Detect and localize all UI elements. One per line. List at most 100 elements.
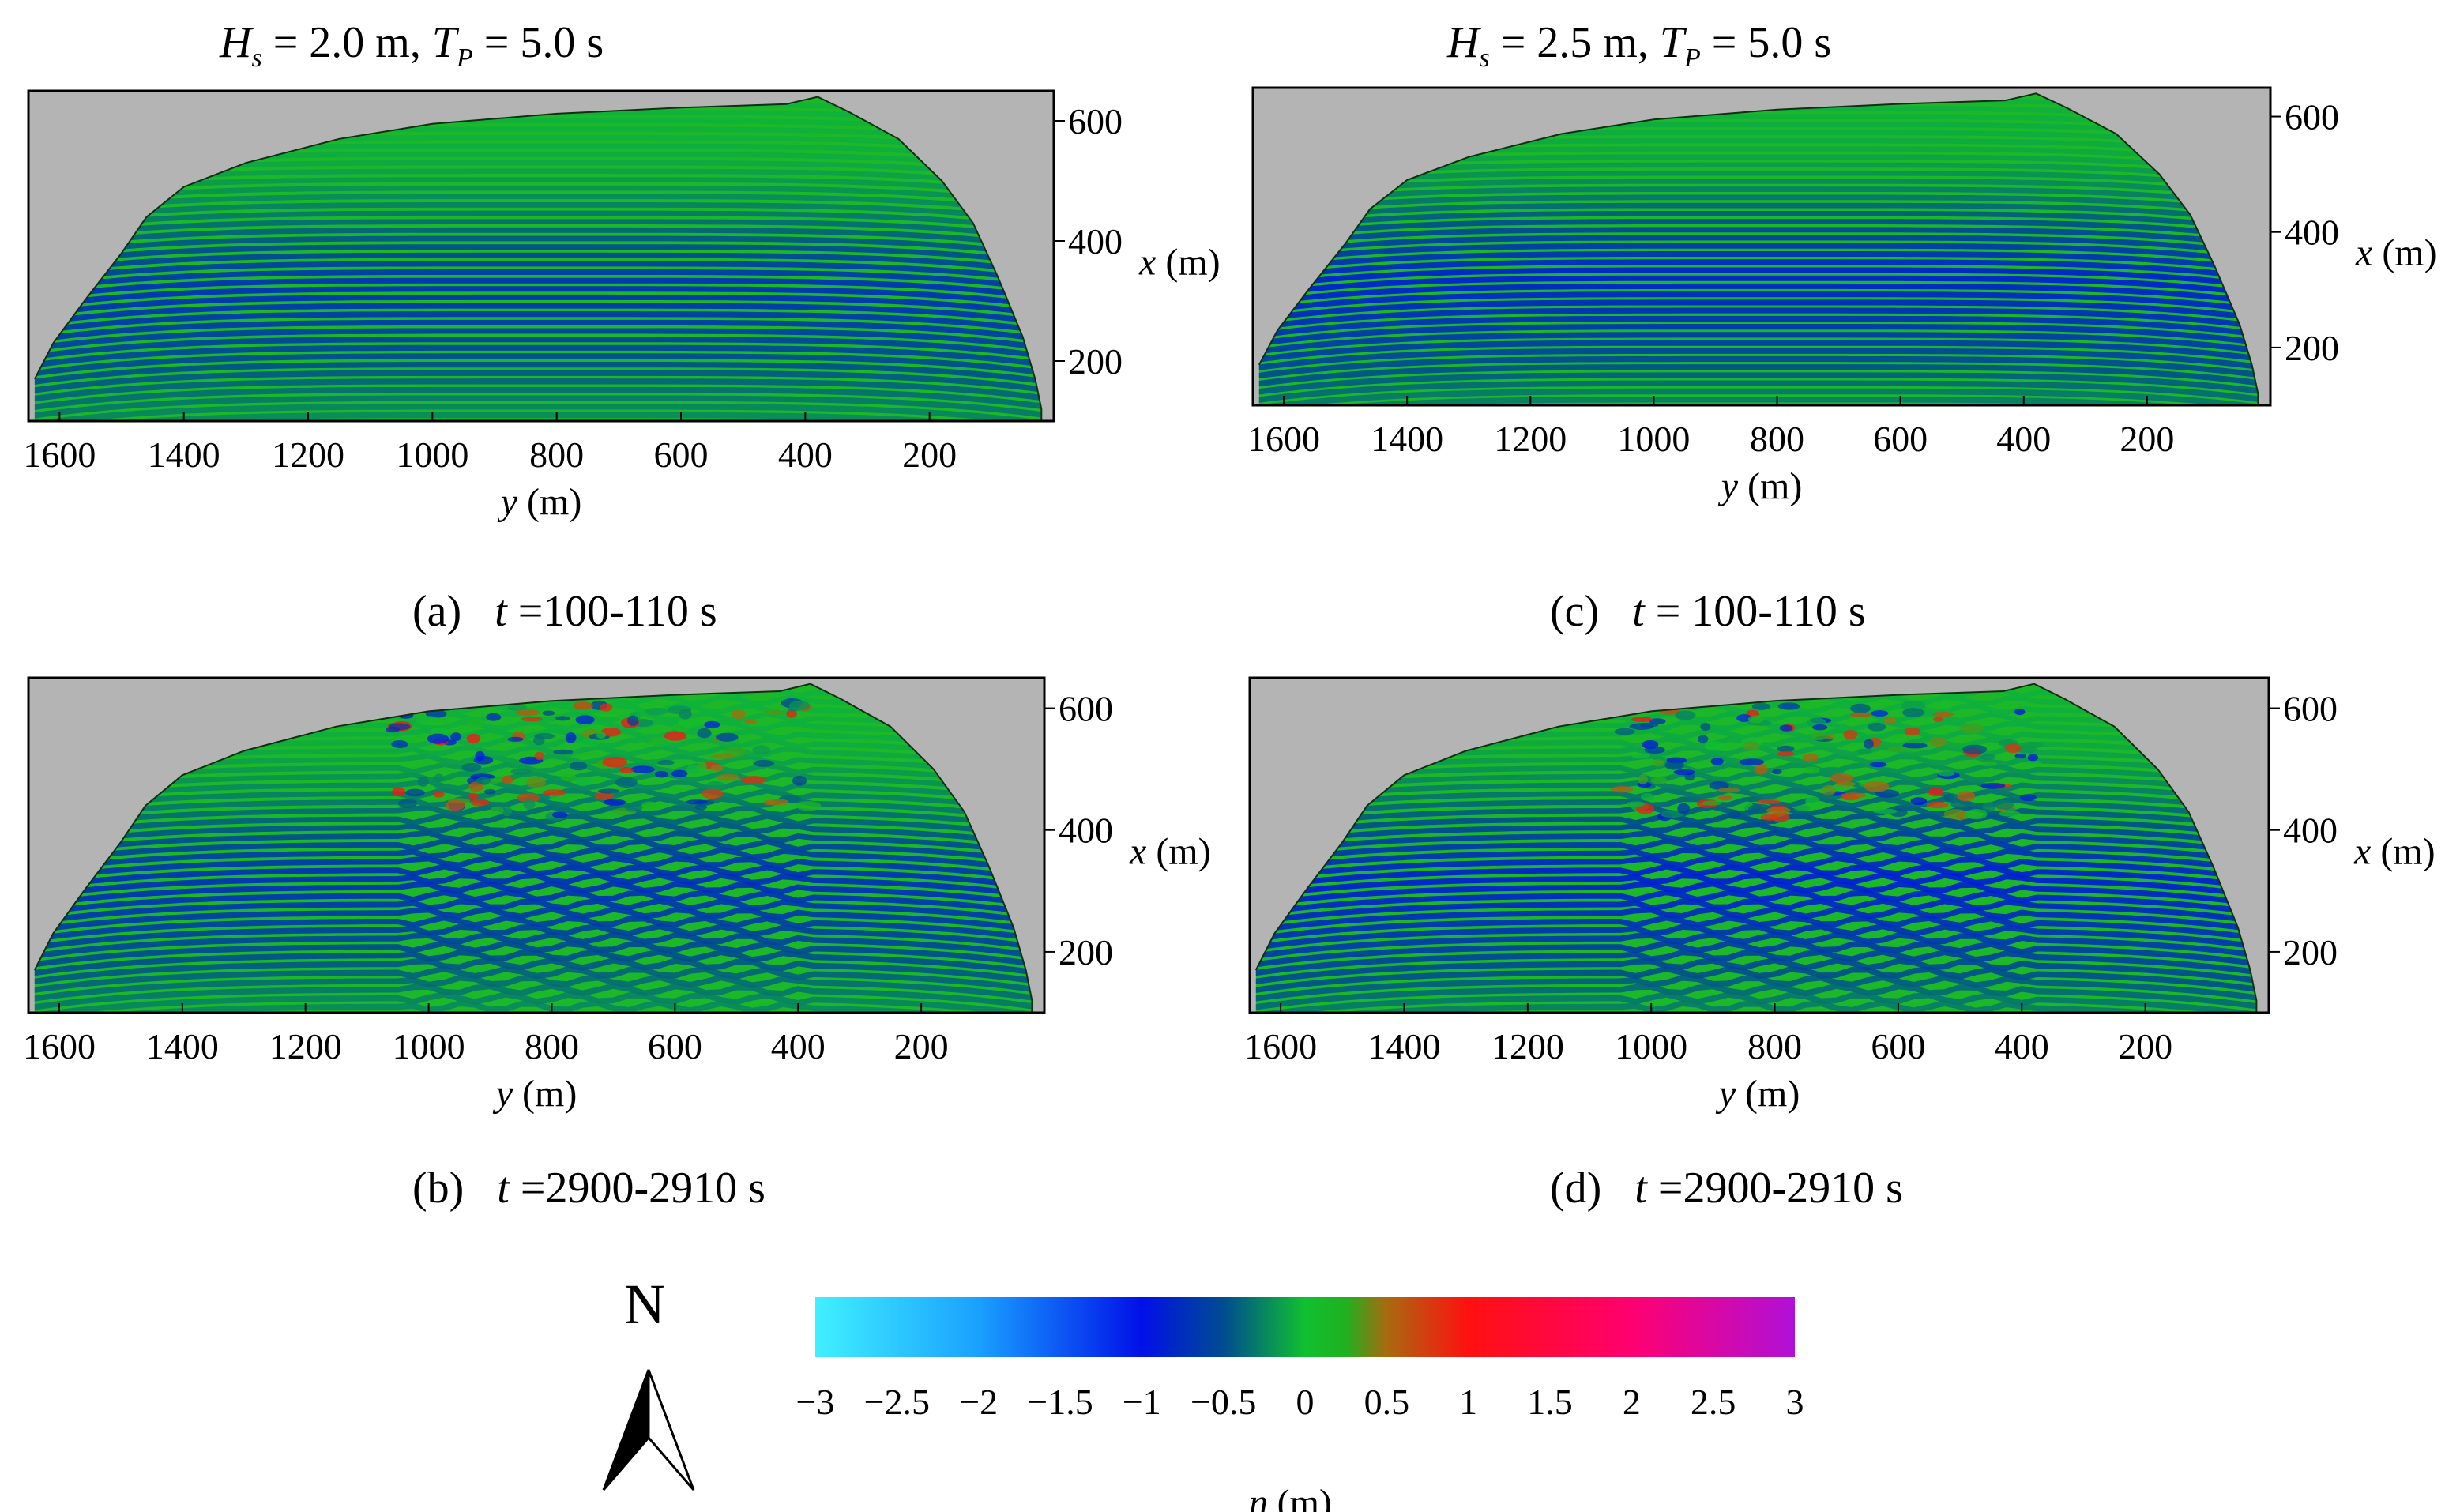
wave-crest	[34, 863, 1033, 892]
eta-patch	[1710, 758, 1724, 765]
wave-crest	[1255, 931, 2257, 960]
eta-patch	[461, 762, 482, 772]
x-tick-label: 200	[902, 434, 957, 475]
eta-patch	[2014, 753, 2026, 759]
wave-crest	[1258, 259, 2259, 283]
title-h-subscript: s	[1479, 43, 1490, 73]
wave-crest	[1258, 243, 2259, 266]
x-tick-label: 800	[529, 434, 584, 475]
y-axis-label: x (m)	[2353, 831, 2436, 873]
eta-patch	[1943, 809, 1969, 820]
wave-crest	[34, 303, 1042, 327]
wave-crest	[34, 957, 1033, 986]
eta-patch	[1821, 784, 1837, 795]
eta-patch	[578, 738, 600, 748]
wave-crest	[1258, 340, 2259, 363]
eta-patch	[1709, 781, 1729, 790]
wave-crest	[34, 277, 1042, 302]
wave-crest	[1258, 170, 2259, 194]
wave-crest	[1255, 829, 2257, 857]
caption-label: (d)	[1550, 1164, 1602, 1213]
x-tick-label: 1000	[1615, 1026, 1687, 1066]
heatmap-panel-a: 1600 1400 1200 1000 800 600 400 200 y (m) 600 400 2…	[23, 89, 1221, 523]
wave-crest	[1255, 787, 2257, 814]
eta-patch	[686, 799, 708, 805]
wave-crest	[34, 252, 1042, 276]
eta-patch	[1777, 745, 1795, 753]
eta-patch	[603, 799, 626, 806]
x-tick-label: 200	[2120, 419, 2174, 459]
eta-patch	[507, 703, 527, 712]
eta-patch	[575, 715, 595, 724]
eta-patch	[625, 803, 643, 812]
eta-patch	[732, 709, 746, 720]
wave-crest	[1255, 838, 2257, 866]
x-tick-label: 1200	[269, 1026, 342, 1066]
coastline	[34, 96, 1043, 421]
wave-crest	[34, 983, 1033, 1011]
eta-patch	[1943, 793, 1954, 802]
wave-crest	[1258, 219, 2259, 242]
eta-patch	[1959, 723, 1984, 734]
eta-patch	[1754, 763, 1768, 775]
eta-patch	[450, 732, 462, 742]
caption-label: (b)	[412, 1164, 465, 1213]
wave-crest	[1255, 965, 2257, 994]
wave-crest	[34, 940, 1033, 969]
eta-patch	[1700, 723, 1711, 732]
eta-patch	[1929, 737, 1947, 747]
wave-crest	[34, 889, 1033, 917]
colorbar-tick-label: 1.5	[1527, 1382, 1573, 1422]
eta-patch	[521, 717, 543, 722]
wave-crest	[1258, 299, 2259, 323]
panel-caption-d: (d) t =2900-2910 s	[1550, 1163, 1903, 1213]
eta-patch	[1843, 730, 1858, 739]
wave-crest	[34, 286, 1042, 310]
eta-patch	[596, 732, 607, 739]
eta-patch	[490, 806, 504, 815]
title-t-subscript: P	[456, 43, 473, 73]
x-axis-label: y (m)	[492, 1073, 577, 1115]
eta-patch	[2014, 709, 2026, 716]
wave-crest	[34, 353, 1042, 378]
y-axis-label: x (m)	[1138, 242, 1221, 284]
eta-patch	[434, 783, 445, 791]
eta-patch	[1736, 714, 1752, 722]
eta-patch	[716, 773, 740, 781]
eta-patch	[627, 715, 639, 726]
eta-patch	[570, 761, 588, 771]
eta-patch	[686, 764, 700, 775]
y-tick-label: 400	[1059, 811, 1113, 851]
wave-crest	[34, 210, 1042, 235]
eta-patch	[1850, 703, 1871, 713]
eta-patch	[705, 781, 726, 790]
x-tick-label: 800	[1750, 419, 1804, 459]
eta-patch	[2025, 760, 2042, 766]
wave-crest	[1258, 283, 2259, 307]
y-tick-label: 600	[2285, 97, 2339, 137]
wave-crest	[34, 829, 1033, 857]
eta-patch	[1631, 753, 1650, 759]
heatmap-panel-b: 1600 1400 1200 1000 800 600 400 200 y (m) 600 400 2…	[23, 676, 1211, 1115]
wave-crest	[34, 337, 1042, 360]
wave-crest	[1255, 881, 2257, 908]
x-tick-label: 1400	[1367, 1026, 1440, 1066]
eta-patch	[427, 733, 449, 744]
wave-crest	[34, 328, 1042, 352]
wave-crest	[1258, 291, 2259, 315]
caption-range: =2900-2910 s	[1646, 1164, 1903, 1213]
wave-crest	[34, 194, 1042, 217]
eta-patch	[600, 727, 622, 737]
eta-patch	[716, 732, 739, 742]
x-tick-label: 1200	[272, 434, 344, 475]
wave-crest	[1258, 324, 2259, 348]
wave-crest	[34, 386, 1042, 411]
y-tick-label: 400	[2283, 811, 2338, 851]
colorbar-tick-label: −1.5	[1027, 1382, 1093, 1422]
eta-patch	[434, 773, 444, 783]
colorbar-tick-label: −1	[1123, 1382, 1161, 1422]
eta-patch	[602, 757, 628, 768]
north-arrow-icon	[602, 1369, 695, 1491]
eta-patch	[1677, 803, 1691, 814]
eta-patch	[523, 798, 536, 810]
